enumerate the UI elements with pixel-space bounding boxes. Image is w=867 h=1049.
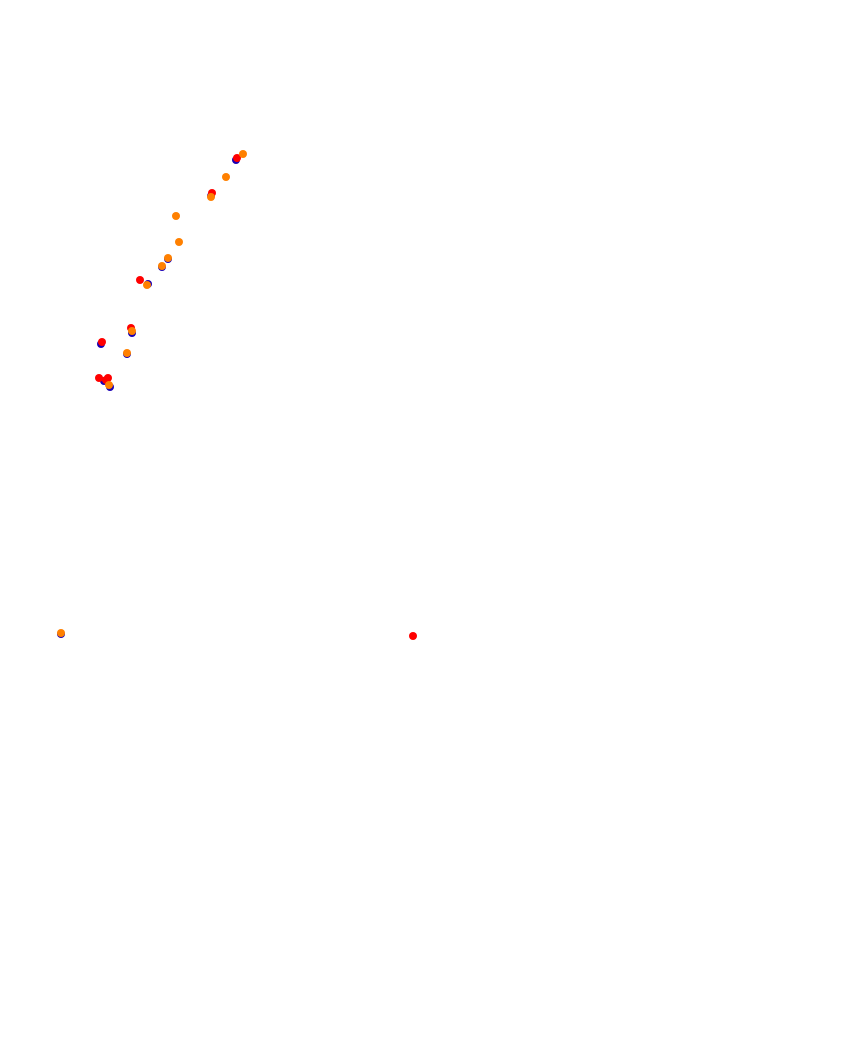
point <box>128 327 136 335</box>
point <box>239 150 247 158</box>
point <box>164 254 172 262</box>
point <box>222 173 230 181</box>
point <box>105 381 113 389</box>
point <box>409 632 417 640</box>
point <box>104 374 112 382</box>
point <box>123 349 131 357</box>
point <box>233 154 241 162</box>
point <box>57 629 65 637</box>
point <box>136 276 144 284</box>
point <box>158 262 166 270</box>
point <box>207 193 215 201</box>
point <box>175 238 183 246</box>
point <box>143 281 151 289</box>
point <box>98 338 106 346</box>
point <box>95 374 103 382</box>
point <box>172 212 180 220</box>
